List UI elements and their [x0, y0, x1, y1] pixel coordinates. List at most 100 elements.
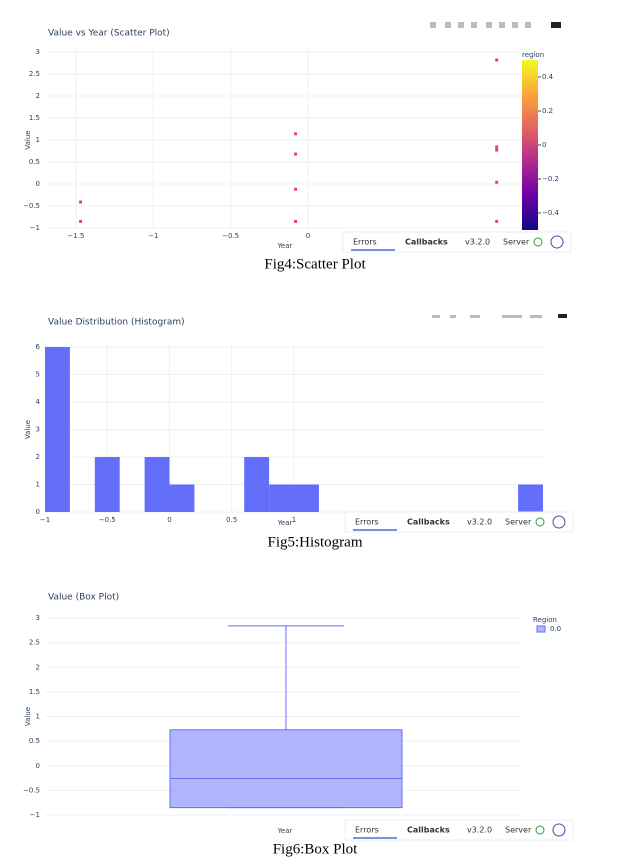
- scatter-point: [294, 132, 298, 136]
- colorbar-tick-label: 0: [542, 141, 546, 149]
- server-status: [535, 517, 545, 527]
- x-axis-label: Year: [277, 827, 293, 835]
- y-tick-label: 1.5: [29, 688, 40, 696]
- debug-server[interactable]: Server: [505, 826, 532, 835]
- x-tick-label: −0.5: [99, 516, 116, 524]
- y-tick-label: 1.5: [29, 114, 40, 122]
- scatter-point: [79, 200, 83, 204]
- y-tick-label: 0.5: [29, 737, 40, 745]
- legend-swatch: [536, 625, 546, 633]
- debug-version: v3.2.0: [465, 238, 490, 247]
- x-tick-label: −1: [40, 516, 50, 524]
- chart-title: Value vs Year (Scatter Plot): [48, 29, 170, 39]
- toolbar: [430, 22, 567, 318]
- caption: Fig4:Scatter Plot: [264, 256, 366, 272]
- debug-errors[interactable]: Errors: [355, 518, 379, 527]
- debug-callbacks[interactable]: Callbacks: [407, 826, 450, 835]
- histogram-bar: [45, 347, 70, 512]
- y-tick-label: 1: [36, 713, 40, 721]
- x-tick-label: −1.5: [67, 232, 84, 240]
- x-tick-label: 0.5: [226, 516, 237, 524]
- server-status: [533, 237, 543, 247]
- x-tick-label: 0: [167, 516, 171, 524]
- y-tick-label: 3: [36, 426, 40, 434]
- debug-version: v3.2.0: [467, 518, 492, 527]
- y-tick-label: 6: [36, 343, 41, 351]
- y-axis-label: Value: [24, 707, 32, 726]
- scatter-point: [294, 219, 298, 223]
- x-axis-label: Year: [277, 242, 293, 250]
- y-tick-label: 1: [36, 136, 40, 144]
- scatter-point: [294, 152, 298, 156]
- debug-toggle[interactable]: [550, 235, 564, 249]
- histogram-bar: [269, 484, 294, 512]
- caption: Fig5:Histogram: [267, 534, 362, 550]
- scatter-point: [495, 145, 499, 149]
- x-tick-label: −0.5: [222, 232, 239, 240]
- colorbar-tick-label: 0.4: [542, 73, 554, 81]
- debug-version: v3.2.0: [467, 826, 492, 835]
- box: [169, 729, 403, 809]
- debug-bar: Errors Callbacks v3.2.0 Server: [344, 511, 574, 533]
- histogram-bar: [94, 457, 120, 512]
- chart-title: Value (Box Plot): [48, 593, 119, 603]
- scatter-point: [495, 58, 499, 62]
- y-tick-label: 0.5: [29, 158, 40, 166]
- legend-label[interactable]: 0.0: [550, 625, 561, 633]
- debug-errors[interactable]: Errors: [355, 826, 379, 835]
- y-tick-label: 5: [36, 371, 40, 379]
- debug-bar-bg: [344, 819, 574, 841]
- y-tick-label: 0: [36, 180, 40, 188]
- histogram-bar: [144, 457, 170, 512]
- y-axis-label: Value: [24, 130, 32, 149]
- y-tick-label: −1: [30, 224, 40, 232]
- y-tick-label: −1: [30, 811, 40, 819]
- y-tick-label: 0: [36, 508, 40, 516]
- histogram-bar: [518, 484, 543, 512]
- x-tick-label: −1: [148, 232, 158, 240]
- y-tick-label: 2.5: [29, 639, 40, 647]
- debug-callbacks[interactable]: Callbacks: [407, 518, 450, 527]
- colorbar-title: region: [522, 51, 544, 59]
- histogram-bar: [169, 484, 195, 512]
- debug-toggle[interactable]: [552, 823, 566, 837]
- y-tick-label: 2: [36, 453, 40, 461]
- debug-toggle[interactable]: [552, 515, 566, 529]
- y-tick-label: 4: [36, 398, 41, 406]
- debug-bar: Errors Callbacks v3.2.0 Server: [342, 231, 572, 253]
- y-tick-label: 2.5: [29, 70, 40, 78]
- y-tick-label: 3: [36, 614, 40, 622]
- legend-title: Region: [533, 616, 557, 624]
- colorbar-tick-label: −0.2: [542, 175, 559, 183]
- y-tick-label: 2: [36, 92, 40, 100]
- caption: Fig6:Box Plot: [273, 841, 358, 857]
- y-tick-label: 1: [36, 481, 40, 489]
- y-tick-label: 3: [36, 48, 40, 56]
- histogram-bar: [244, 457, 270, 512]
- x-axis-label: Year: [277, 519, 293, 527]
- debug-bar: Errors Callbacks v3.2.0 Server: [344, 819, 574, 841]
- debug-bar-bg: [342, 231, 572, 253]
- scatter-point: [495, 180, 499, 184]
- debug-server[interactable]: Server: [505, 518, 532, 527]
- y-tick-label: 2: [36, 663, 40, 671]
- histogram-bar: [294, 484, 319, 512]
- debug-bar-bg: [344, 511, 574, 533]
- debug-callbacks[interactable]: Callbacks: [405, 238, 448, 247]
- colorbar-tick-label: 0.2: [542, 107, 553, 115]
- server-status: [535, 825, 545, 835]
- chart-title: Value Distribution (Histogram): [48, 318, 185, 328]
- y-axis-label: Value: [24, 420, 32, 439]
- debug-server[interactable]: Server: [503, 238, 530, 247]
- x-tick-label: 0: [306, 232, 310, 240]
- scatter-point: [294, 187, 298, 191]
- colorbar-tick-label: −0.4: [542, 209, 560, 217]
- scatter-point: [79, 219, 83, 223]
- y-tick-label: 0: [36, 762, 40, 770]
- debug-errors[interactable]: Errors: [353, 238, 377, 247]
- y-tick-label: −0.5: [23, 786, 40, 794]
- scatter-point: [495, 219, 499, 223]
- scatter-point: [495, 148, 499, 152]
- x-tick-label: 1: [292, 516, 296, 524]
